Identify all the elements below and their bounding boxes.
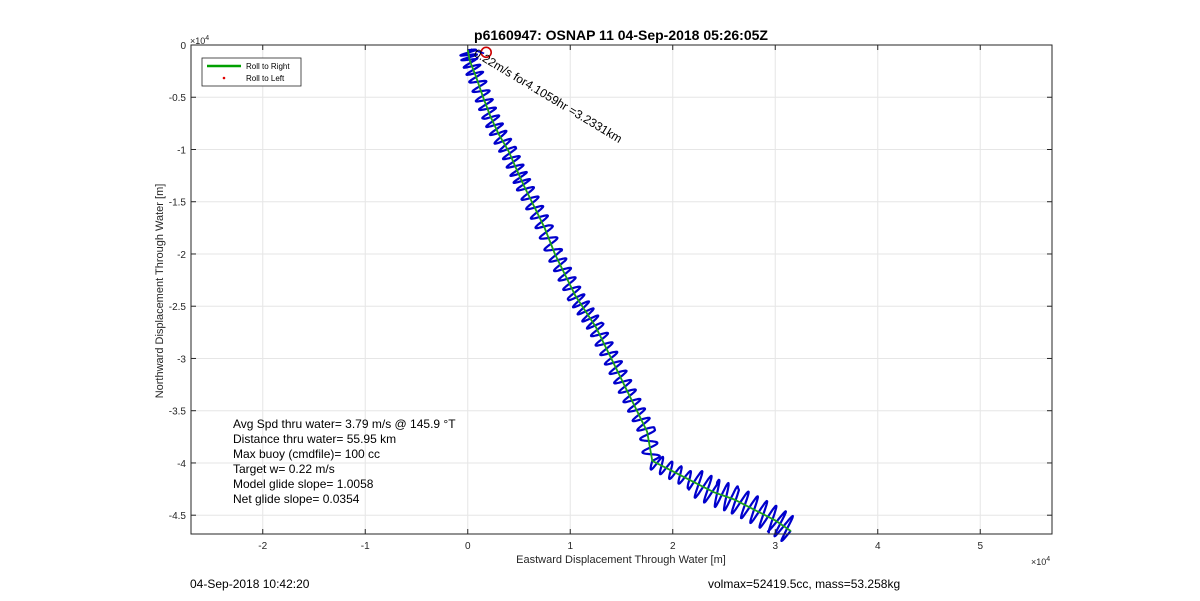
x-axis-label: Eastward Displacement Through Water [m] bbox=[516, 554, 726, 566]
series-point-roll-to-right bbox=[475, 75, 477, 78]
footer-volmax-mass: volmax=52419.5cc, mass=53.258kg bbox=[708, 577, 901, 591]
series-point-roll-to-right bbox=[753, 509, 756, 511]
series-point-roll-to-right bbox=[584, 310, 587, 313]
legend-box bbox=[201, 57, 302, 87]
y-tick-label: -2 bbox=[177, 250, 186, 261]
series-point-roll-to-right bbox=[533, 206, 536, 208]
series-point-roll-to-right bbox=[469, 59, 471, 62]
series-point-roll-to-right bbox=[651, 460, 654, 462]
series-point-roll-to-right bbox=[574, 294, 577, 297]
y-tick-label: -2.5 bbox=[169, 302, 187, 313]
stat-net-glide-slope: Net glide slope= 0.0354 bbox=[233, 492, 360, 506]
tick-layer: -2 -1 0 1 2 3 4 5 0 -0.5 -1 -1.5 -2 -2.5 -3 -3.5 -4 -4.5 bbox=[169, 41, 1052, 552]
x-exponent-label: ×104 bbox=[1031, 556, 1050, 567]
series-point-roll-to-right bbox=[543, 227, 546, 229]
series-point-roll-to-right bbox=[564, 274, 566, 276]
stat-target-w: Target w= 0.22 m/s bbox=[233, 462, 335, 476]
legend-swatch-roll-to-left bbox=[222, 76, 226, 80]
series-point-roll-to-right bbox=[789, 530, 792, 532]
x-tick-label: 3 bbox=[772, 541, 778, 552]
series-point-roll-to-right bbox=[646, 430, 648, 433]
current-arrow bbox=[470, 48, 485, 55]
svg-text:×104: ×104 bbox=[190, 35, 209, 46]
y-tick-label: -3.5 bbox=[169, 407, 187, 418]
series-point-roll-to-right bbox=[554, 253, 556, 255]
x-tick-label: 4 bbox=[875, 541, 881, 552]
x-exponent-power: 4 bbox=[1046, 556, 1050, 563]
x-tick-label: 1 bbox=[567, 541, 573, 552]
x-tick-label: 0 bbox=[465, 541, 471, 552]
x-tick-label: -1 bbox=[361, 541, 370, 552]
chart-title: p6160947: OSNAP 11 04-Sep-2018 05:26:05Z bbox=[474, 27, 768, 43]
footer-timestamp: 04-Sep-2018 10:42:20 bbox=[190, 577, 310, 591]
svg-text:×104: ×104 bbox=[1031, 556, 1050, 567]
legend-label-roll-to-right: Roll to Right bbox=[246, 62, 290, 71]
y-tick-label: -1.5 bbox=[169, 198, 187, 209]
y-tick-label: -3 bbox=[177, 354, 186, 365]
stats-block: Avg Spd thru water= 3.79 m/s @ 145.9 °T … bbox=[233, 417, 456, 506]
line-layer bbox=[459, 46, 794, 542]
series-point-roll-to-right bbox=[625, 389, 628, 391]
x-tick-label: -2 bbox=[258, 541, 267, 552]
series-point-roll-to-right bbox=[595, 326, 597, 328]
series-point-roll-to-right bbox=[482, 96, 484, 99]
series-point-roll-to-right bbox=[489, 115, 492, 117]
series-point-roll-to-right bbox=[615, 368, 618, 370]
series-point-roll-to-right bbox=[636, 409, 638, 412]
y-axis-label: Northward Displacement Through Water [m] bbox=[154, 184, 166, 399]
stat-distance: Distance thru water= 55.95 km bbox=[233, 432, 396, 446]
stat-avg-speed: Avg Spd thru water= 3.79 m/s @ 145.9 °T bbox=[233, 417, 456, 431]
y-tick-label: -4.5 bbox=[169, 511, 187, 522]
legend: Roll to Right Roll to Left bbox=[201, 57, 302, 87]
legend-label-roll-to-left: Roll to Left bbox=[246, 74, 285, 83]
y-exponent-label: ×104 bbox=[190, 35, 209, 46]
y-exponent-power: 4 bbox=[205, 35, 209, 42]
series-point-roll-to-right bbox=[523, 185, 525, 187]
series-point-roll-to-right bbox=[712, 491, 715, 494]
y-tick-label: -1 bbox=[177, 145, 186, 156]
series-point-roll-to-right bbox=[497, 133, 500, 135]
series-point-roll-to-right bbox=[605, 347, 607, 349]
series-point-roll-to-right bbox=[774, 519, 777, 522]
x-tick-label: 5 bbox=[977, 541, 983, 552]
x-tick-label: 2 bbox=[670, 541, 676, 552]
stat-max-buoy: Max buoy (cmdfile)= 100 cc bbox=[233, 447, 380, 461]
y-exponent-base: ×10 bbox=[190, 36, 205, 46]
y-tick-label: -0.5 bbox=[169, 93, 187, 104]
series-point-roll-to-right bbox=[733, 498, 736, 501]
series-point-roll-to-right bbox=[516, 169, 518, 172]
series-point-roll-to-right bbox=[692, 480, 695, 483]
stat-model-glide-slope: Model glide slope= 1.0058 bbox=[233, 477, 374, 491]
series-point-roll-to-right bbox=[507, 150, 510, 153]
axes-box bbox=[190, 44, 1053, 535]
x-exponent-base: ×10 bbox=[1031, 557, 1046, 567]
series-point-roll-to-right bbox=[671, 470, 674, 473]
y-tick-label: -4 bbox=[177, 459, 186, 470]
y-tick-label: 0 bbox=[180, 41, 186, 52]
